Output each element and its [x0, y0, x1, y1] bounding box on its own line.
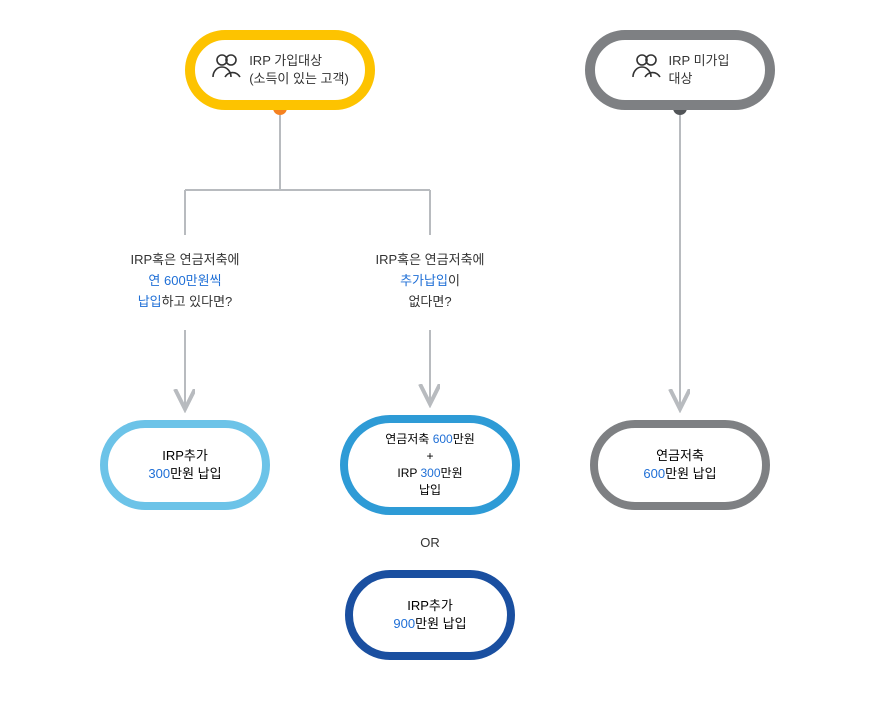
people-icon — [631, 53, 661, 86]
node-subtitle: (소득이 있는 고객) — [249, 71, 349, 86]
or-label: OR — [420, 535, 440, 550]
node-irp-noneligible: IRP 미가입 대상 — [585, 30, 775, 110]
branch-desc-right: IRP혹은 연금저축에 추가납입이 없다면? — [355, 250, 505, 312]
node-irp-eligible: IRP 가입대상 (소득이 있는 고객) — [185, 30, 375, 110]
node-title: IRP 가입대상 — [249, 53, 322, 68]
node-title: IRP 미가입 — [669, 53, 730, 68]
leaf-irp-add-900: IRP추가 900만원 납입 — [345, 570, 515, 660]
leaf-pension-600: 연금저축 600만원 납입 — [590, 420, 770, 510]
branch-desc-left: IRP혹은 연금저축에 연 600만원씩 납입하고 있다면? — [115, 250, 255, 312]
leaf-irp-add-300: IRP추가 300만원 납입 — [100, 420, 270, 510]
leaf-pension600-irp300: 연금저축 600만원 + IRP 300만원 납입 — [340, 415, 520, 515]
node-subtitle: 대상 — [669, 71, 693, 86]
people-icon — [211, 53, 241, 86]
